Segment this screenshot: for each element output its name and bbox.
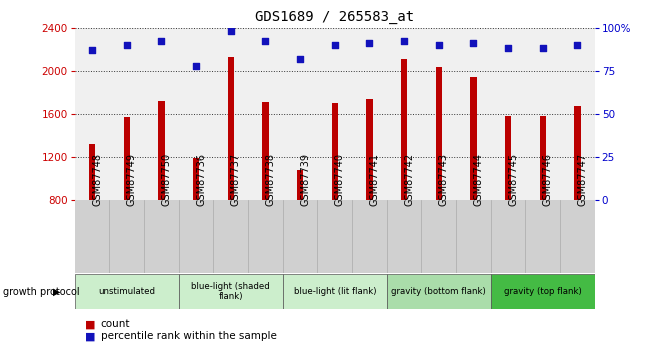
Bar: [227, 57, 234, 200]
Bar: [387, 274, 491, 309]
Text: GSM87749: GSM87749: [127, 153, 136, 206]
Bar: [75, 274, 179, 309]
Bar: [540, 116, 546, 200]
Bar: [575, 106, 580, 200]
Point: [87, 47, 98, 53]
Text: blue-light (shaded
flank): blue-light (shaded flank): [191, 282, 270, 301]
Bar: [283, 274, 387, 309]
Text: GSM87737: GSM87737: [231, 153, 240, 206]
Text: GSM87745: GSM87745: [508, 153, 518, 206]
Text: blue-light (lit flank): blue-light (lit flank): [294, 287, 376, 296]
Point: [226, 28, 236, 34]
Bar: [436, 68, 442, 200]
Text: growth protocol: growth protocol: [3, 287, 80, 296]
Point: [122, 42, 132, 48]
Point: [156, 39, 166, 44]
Bar: [159, 101, 164, 200]
Text: GSM87744: GSM87744: [473, 153, 484, 206]
Text: percentile rank within the sample: percentile rank within the sample: [101, 332, 277, 341]
Text: GSM87748: GSM87748: [92, 153, 102, 206]
Point: [295, 56, 306, 61]
Title: GDS1689 / 265583_at: GDS1689 / 265583_at: [255, 10, 414, 24]
Text: GSM87741: GSM87741: [369, 153, 380, 206]
Point: [260, 39, 270, 44]
Point: [538, 46, 548, 51]
Bar: [124, 117, 130, 200]
Text: GSM87739: GSM87739: [300, 153, 310, 206]
Text: gravity (top flank): gravity (top flank): [504, 287, 582, 296]
Point: [503, 46, 514, 51]
Bar: [505, 116, 511, 200]
Text: ■: ■: [84, 332, 95, 341]
Text: ■: ■: [84, 319, 95, 329]
Text: unstimulated: unstimulated: [98, 287, 155, 296]
Bar: [89, 144, 95, 200]
Bar: [179, 274, 283, 309]
Point: [572, 42, 582, 48]
Text: GSM87736: GSM87736: [196, 153, 206, 206]
Text: ▶: ▶: [53, 287, 60, 296]
Text: GSM87743: GSM87743: [439, 153, 448, 206]
Text: GSM87747: GSM87747: [577, 153, 588, 206]
Bar: [367, 99, 372, 200]
Bar: [193, 158, 199, 200]
Text: GSM87750: GSM87750: [161, 153, 172, 206]
Bar: [297, 170, 303, 200]
Text: GSM87742: GSM87742: [404, 153, 414, 206]
Point: [434, 42, 444, 48]
Text: GSM87738: GSM87738: [265, 153, 276, 206]
Point: [330, 42, 340, 48]
Bar: [263, 102, 268, 200]
Point: [364, 40, 374, 46]
Text: gravity (bottom flank): gravity (bottom flank): [391, 287, 486, 296]
Bar: [471, 77, 476, 200]
Text: GSM87746: GSM87746: [543, 153, 552, 206]
Text: count: count: [101, 319, 130, 329]
Bar: [332, 103, 338, 200]
Point: [399, 39, 410, 44]
Point: [468, 40, 478, 46]
Bar: [491, 274, 595, 309]
Text: GSM87740: GSM87740: [335, 153, 344, 206]
Bar: [401, 59, 407, 200]
Point: [191, 63, 202, 68]
